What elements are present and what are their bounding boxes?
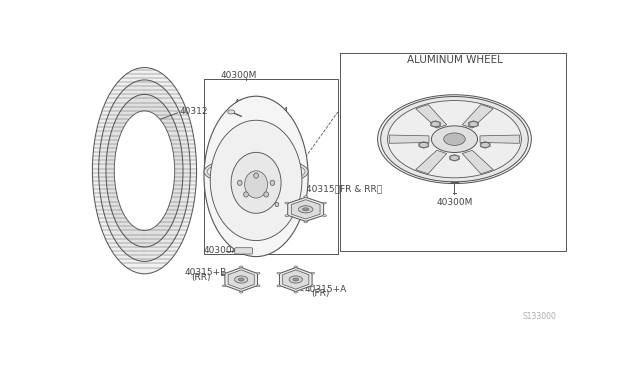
Ellipse shape	[92, 68, 196, 274]
Polygon shape	[283, 270, 309, 289]
Circle shape	[419, 142, 428, 148]
Polygon shape	[225, 267, 257, 292]
Circle shape	[481, 142, 490, 148]
Ellipse shape	[257, 272, 260, 274]
Text: 40312: 40312	[179, 108, 208, 116]
Ellipse shape	[277, 272, 280, 274]
Ellipse shape	[239, 266, 243, 268]
Ellipse shape	[277, 285, 280, 287]
Text: 40300M: 40300M	[436, 198, 473, 207]
Ellipse shape	[244, 171, 268, 198]
Ellipse shape	[323, 202, 326, 204]
Polygon shape	[280, 267, 312, 292]
Ellipse shape	[285, 202, 289, 204]
Ellipse shape	[207, 160, 305, 183]
Polygon shape	[480, 135, 520, 143]
Ellipse shape	[257, 285, 260, 287]
Polygon shape	[288, 197, 324, 221]
Polygon shape	[416, 150, 447, 174]
Ellipse shape	[275, 202, 279, 207]
Ellipse shape	[285, 215, 289, 217]
Text: 40315+B: 40315+B	[184, 269, 227, 278]
Circle shape	[228, 110, 235, 114]
Ellipse shape	[304, 196, 308, 198]
Text: 40300M: 40300M	[221, 71, 257, 80]
Ellipse shape	[204, 96, 308, 257]
Circle shape	[378, 95, 531, 183]
Ellipse shape	[237, 180, 242, 185]
Ellipse shape	[244, 192, 248, 197]
Ellipse shape	[235, 276, 248, 283]
Ellipse shape	[115, 111, 175, 231]
Ellipse shape	[99, 80, 190, 262]
Ellipse shape	[106, 94, 183, 247]
Ellipse shape	[270, 180, 275, 185]
Ellipse shape	[238, 278, 244, 281]
Circle shape	[381, 97, 528, 182]
Ellipse shape	[293, 278, 299, 281]
Ellipse shape	[294, 266, 298, 268]
Text: S133000: S133000	[522, 312, 556, 321]
Ellipse shape	[264, 192, 269, 197]
Text: 40224: 40224	[261, 108, 289, 116]
Circle shape	[450, 155, 459, 160]
Text: (FR): (FR)	[311, 289, 330, 298]
Ellipse shape	[204, 157, 308, 186]
Text: ALUMINUM WHEEL: ALUMINUM WHEEL	[406, 55, 502, 65]
Text: 40315〈FR & RR〉: 40315〈FR & RR〉	[306, 185, 382, 194]
Polygon shape	[291, 200, 320, 219]
Ellipse shape	[239, 291, 243, 293]
Ellipse shape	[222, 285, 226, 287]
Circle shape	[388, 100, 522, 178]
Polygon shape	[462, 105, 493, 128]
Ellipse shape	[311, 272, 315, 274]
Circle shape	[469, 122, 478, 126]
Ellipse shape	[294, 291, 298, 293]
FancyBboxPatch shape	[235, 248, 253, 254]
Circle shape	[431, 126, 477, 153]
Text: 40315+A: 40315+A	[304, 285, 346, 294]
Polygon shape	[462, 150, 493, 174]
Ellipse shape	[311, 285, 315, 287]
Ellipse shape	[231, 153, 281, 213]
Ellipse shape	[211, 120, 302, 241]
Ellipse shape	[222, 272, 226, 274]
Circle shape	[431, 122, 440, 126]
Polygon shape	[228, 270, 254, 289]
Circle shape	[444, 133, 465, 145]
Ellipse shape	[304, 221, 308, 223]
Ellipse shape	[298, 206, 313, 213]
Polygon shape	[416, 105, 447, 128]
Polygon shape	[389, 135, 429, 143]
Ellipse shape	[303, 208, 308, 211]
Text: (RR): (RR)	[191, 273, 211, 282]
Ellipse shape	[323, 215, 326, 217]
Ellipse shape	[289, 276, 302, 283]
Text: 40300A: 40300A	[204, 246, 239, 255]
Ellipse shape	[253, 173, 259, 178]
Text: 40311: 40311	[234, 99, 262, 108]
